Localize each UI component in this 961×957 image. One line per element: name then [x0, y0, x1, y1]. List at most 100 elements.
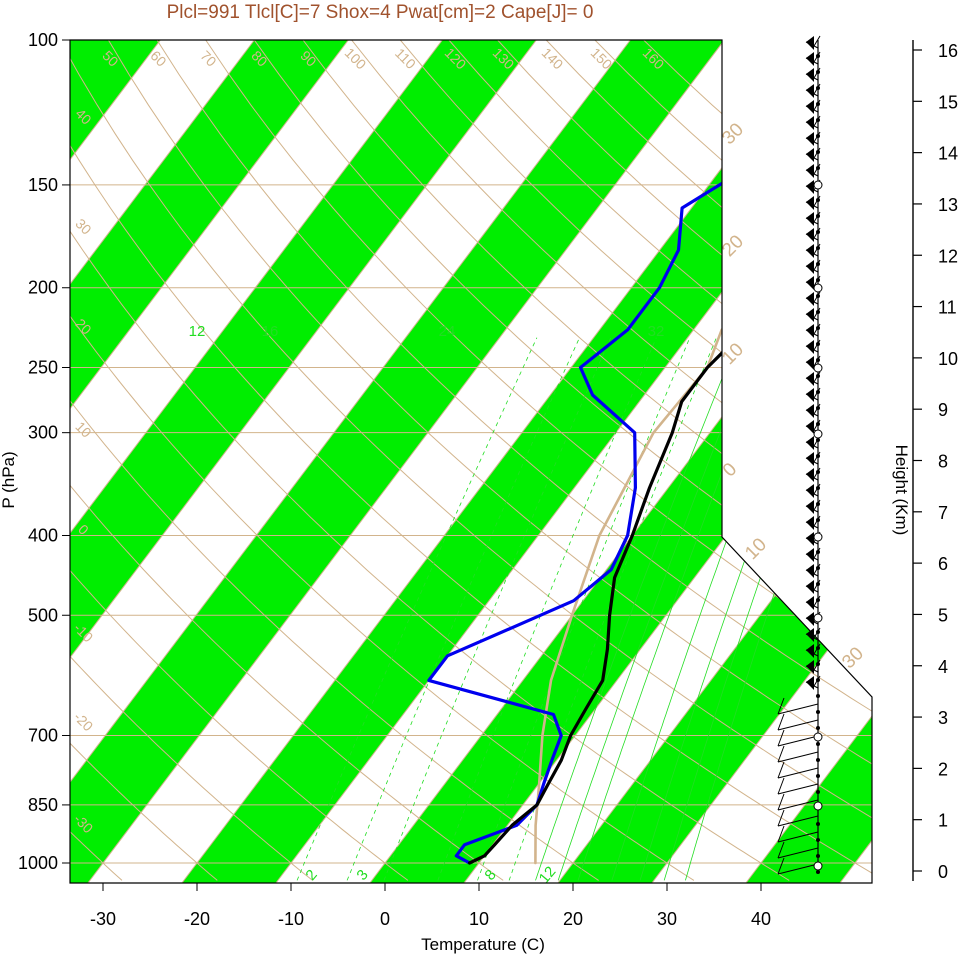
x-tick-label: 0: [380, 909, 390, 929]
wind-barb: [805, 323, 821, 338]
wind-barb-feather: [777, 777, 785, 795]
wind-barb-feather: [777, 857, 785, 875]
dry-adiabat-lines: [70, 40, 872, 881]
wind-barb-pennant: [806, 308, 814, 322]
wind-barb-staff: [777, 783, 819, 795]
isotherm-line: [87, 40, 725, 883]
wind-barb-pennant: [806, 676, 814, 690]
wind-level-marker: [813, 732, 823, 742]
wind-barb-feather: [813, 371, 821, 383]
height-tick-label: 3: [938, 708, 948, 728]
wind-barb: [805, 371, 821, 386]
wind-barb-staff: [777, 863, 819, 875]
wind-barb-pennant: [806, 164, 814, 178]
x-axis: -30 -20 -10 0 10 20 30 40: [90, 883, 771, 929]
wind-barb-pennant: [806, 372, 814, 386]
mixing-ratio-label: 12: [189, 323, 206, 340]
wind-level-dot: [816, 838, 820, 842]
wind-barb-pennant: [806, 532, 814, 546]
wind-barb: [805, 115, 821, 130]
wind-level-marker: [813, 283, 823, 293]
height-tick-label: 7: [938, 503, 948, 523]
x-tick-label: 20: [563, 909, 583, 929]
wind-barb: [805, 147, 821, 162]
wind-level-dot: [816, 758, 820, 762]
plot-frame: [69, 39, 873, 884]
wind-barb-feather: [813, 419, 821, 431]
wind-barb-feather: [813, 35, 821, 47]
isotherm-label: -20: [71, 709, 97, 735]
dry-adiabat-label: 70: [197, 47, 219, 69]
isotherm-line: [745, 40, 872, 883]
wind-barb: [805, 163, 821, 178]
wind-barb-pennant: [806, 644, 814, 658]
mixing-ratio-line: [296, 337, 538, 881]
x-tick-label: 40: [751, 909, 771, 929]
wind-barb-pennant: [806, 468, 814, 482]
mixing-ratio-line: [508, 337, 717, 881]
wind-barb-pennant: [806, 116, 814, 130]
wind-barb-pennant: [806, 340, 814, 354]
x-axis-label: Temperature (C): [421, 935, 545, 954]
wind-level-marker: [813, 180, 823, 190]
wind-barb-staff: [777, 767, 819, 779]
dry-adiabat: [70, 40, 790, 881]
wind-barb-feather: [813, 291, 821, 303]
temperature-band: [745, 40, 872, 883]
dry-adiabat: [302, 40, 872, 881]
mixing-ratio-line: [477, 337, 691, 881]
wind-barb-feather: [777, 729, 785, 747]
isotherm-line: [70, 40, 255, 883]
wind-barb-pennant: [806, 564, 814, 578]
chart-title: Plcl=991 Tlcl[C]=7 Shox=4 Pwat[cm]=2 Cap…: [167, 2, 594, 23]
wind-barb-feather: [777, 841, 785, 859]
wind-barb: [805, 227, 821, 242]
wind-level-dot: [816, 694, 820, 698]
wind-barb-feather: [813, 323, 821, 335]
mixing-ratio-line: [535, 337, 739, 881]
dry-adiabat-label: 100: [342, 45, 370, 73]
isotherm-label: 10: [72, 418, 94, 440]
mixing-ratio-label: 2: [302, 866, 320, 883]
isotherm-line: [369, 40, 872, 883]
wind-barb-pennant: [806, 132, 814, 146]
wind-barb: [805, 451, 821, 466]
wind-barb-feather: [813, 163, 821, 175]
y-tick-label: 250: [28, 358, 58, 378]
height-tick-label: 6: [938, 554, 948, 574]
wind-barb-pennant: [806, 500, 814, 514]
height-tick-label: 9: [938, 400, 948, 420]
wind-level-dot: [816, 742, 820, 746]
wind-barb-pennant: [806, 612, 814, 626]
wind-barb-column: [777, 35, 823, 875]
temperature-band: [70, 40, 537, 883]
wind-barb-pennant: [806, 516, 814, 530]
wind-barb-feather: [813, 643, 821, 655]
height-tick-label: 11: [938, 298, 957, 318]
mixing-ratio-label: 3: [353, 866, 371, 883]
dry-adiabat: [205, 40, 872, 881]
wind-barb: [805, 195, 821, 210]
wind-barb: [805, 515, 821, 530]
wind-barb: [777, 857, 819, 875]
wind-barb-pennant: [806, 420, 814, 434]
wind-barb-feather: [813, 259, 821, 271]
wind-level-dot: [816, 854, 820, 858]
wind-barb: [805, 83, 821, 98]
wind-barb-feather: [813, 131, 821, 143]
wind-barb-feather: [777, 825, 785, 843]
wind-barb: [805, 659, 821, 674]
wind-barb-pennant: [806, 68, 814, 82]
dry-adiabat: [70, 40, 695, 881]
wind-barb-pennant: [806, 196, 814, 210]
mixing-ratio-label: 8: [481, 866, 499, 883]
wind-level-dot: [816, 822, 820, 826]
wind-barb: [777, 793, 819, 811]
wind-level-dot: [816, 726, 820, 730]
isotherm-line: [181, 40, 819, 883]
wind-barb-pennant: [806, 436, 814, 450]
y-tick-label: 1000: [18, 853, 58, 873]
wind-barb: [805, 131, 821, 146]
wind-barb-pennant: [806, 356, 814, 370]
wind-level-marker: [813, 861, 823, 871]
